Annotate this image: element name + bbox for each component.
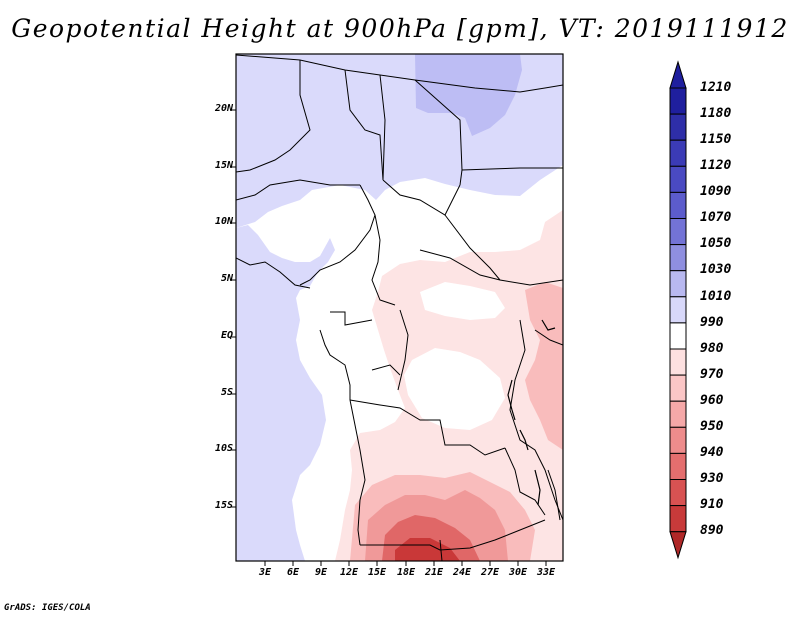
- colorbar-label-910: 910: [700, 497, 724, 512]
- colorbar-label-950: 950: [700, 419, 724, 434]
- contour-910-south: [395, 538, 460, 561]
- colorbar-swatch: [669, 479, 687, 507]
- colorbar-label-1120: 1120: [700, 158, 732, 173]
- lon-label-33e: 33E: [536, 567, 556, 578]
- colorbar-swatch: [669, 165, 687, 193]
- colorbar-label-1070: 1070: [700, 210, 732, 225]
- lat-label-5n: 5N: [220, 273, 233, 284]
- lon-label-3e: 3E: [258, 567, 272, 578]
- colorbar-label-1210: 1210: [700, 80, 732, 95]
- colorbar-label-940: 940: [700, 445, 724, 460]
- lat-label-15n: 15N: [214, 160, 233, 171]
- colorbar-swatch: [669, 322, 687, 350]
- lon-label-12e: 12E: [339, 567, 359, 578]
- lat-label-10n: 10N: [214, 216, 233, 227]
- colorbar-extend-top: [669, 60, 687, 89]
- colorbar-label-1050: 1050: [700, 236, 732, 251]
- colorbar-swatch: [669, 244, 687, 272]
- lat-label-15s: 15S: [214, 500, 233, 511]
- colorbar-swatch: [669, 400, 687, 428]
- colorbar-swatch: [669, 191, 687, 219]
- map-title: Geopotential Height at 900hPa [gpm], VT:…: [11, 14, 789, 43]
- colorbar-swatch: [669, 218, 687, 246]
- colorbar-label-1010: 1010: [700, 289, 732, 304]
- neutral-zone-congo: [404, 348, 505, 430]
- colorbar-label-1090: 1090: [700, 184, 732, 199]
- colorbar-swatch: [669, 452, 687, 480]
- lon-label-21e: 21E: [424, 567, 444, 578]
- lon-label-24e: 24E: [452, 567, 472, 578]
- colorbar-label-930: 930: [700, 471, 724, 486]
- colorbar-label-990: 990: [700, 315, 724, 330]
- lakes: [507, 319, 556, 506]
- lon-label-15e: 15E: [367, 567, 387, 578]
- country-borders: [236, 54, 563, 561]
- lon-label-30e: 30E: [508, 567, 528, 578]
- contour-1010-atlantic: [236, 225, 335, 561]
- colorbar-swatch: [669, 505, 687, 533]
- colorbar-label-1030: 1030: [700, 262, 732, 277]
- axis-ticks: [231, 109, 547, 566]
- contour-970-east: [525, 282, 563, 450]
- colorbar-swatch: [669, 113, 687, 141]
- contour-1030-libya: [415, 54, 522, 136]
- colorbar-label-970: 970: [700, 367, 724, 382]
- colorbar-label-1180: 1180: [700, 106, 732, 121]
- colorbar-swatch: [669, 139, 687, 167]
- lat-label-20n: 20N: [214, 103, 233, 114]
- lat-label-eq: EQ: [220, 330, 233, 341]
- colorbar-swatch: [669, 270, 687, 298]
- grads-credit: GrADS: IGES/COLA: [4, 603, 91, 613]
- colorbar-extend-bottom: [669, 531, 687, 560]
- colorbar-label-890: 890: [700, 523, 724, 538]
- colorbar-swatch: [669, 426, 687, 454]
- lon-label-9e: 9E: [314, 567, 328, 578]
- map-frame: [235, 53, 564, 562]
- colorbar-swatch: [669, 374, 687, 402]
- colorbar-label-1150: 1150: [700, 132, 732, 147]
- neutral-zone-central: [420, 282, 505, 320]
- lat-label-5s: 5S: [220, 387, 233, 398]
- lat-label-10s: 10S: [214, 443, 233, 454]
- lon-label-18e: 18E: [396, 567, 416, 578]
- colorbar-label-980: 980: [700, 341, 724, 356]
- lon-label-6e: 6E: [286, 567, 300, 578]
- colorbar-label-960: 960: [700, 393, 724, 408]
- colorbar-swatch: [669, 296, 687, 324]
- colorbar-swatch: [669, 87, 687, 115]
- lon-label-27e: 27E: [480, 567, 500, 578]
- colorbar-swatch: [669, 348, 687, 376]
